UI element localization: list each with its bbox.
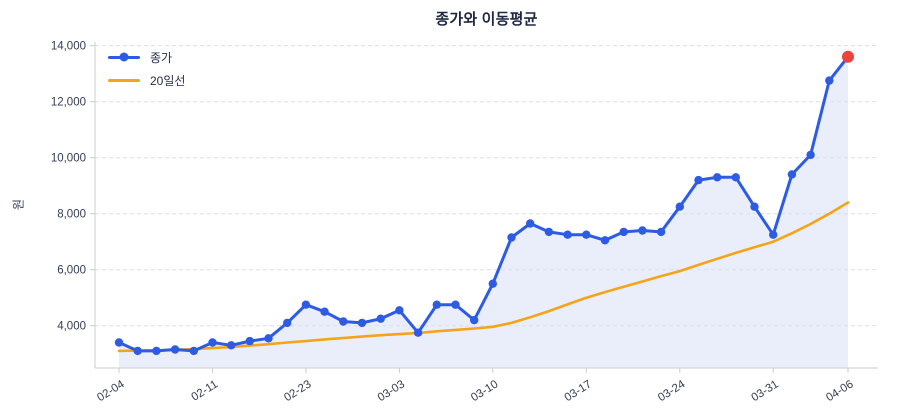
y-tick-label: 10,000 (51, 153, 86, 165)
x-tick-label: 03-17 (563, 378, 594, 404)
ma-line (117, 201, 850, 353)
y-tick-label: 4,000 (57, 321, 86, 333)
x-tick-label: 03-03 (376, 378, 407, 404)
close-marker (451, 300, 460, 309)
close-marker (582, 230, 591, 239)
close-marker (526, 219, 535, 228)
close-marker (114, 338, 124, 347)
close-marker (787, 170, 797, 179)
x-tick-label: 03-24 (656, 378, 688, 404)
close-marker (170, 345, 180, 354)
close-marker (133, 346, 142, 356)
close-marker (656, 227, 666, 237)
x-tick-label: 02-23 (282, 378, 313, 404)
close-marker (638, 226, 647, 235)
close-marker (264, 334, 273, 343)
close-marker (152, 346, 161, 356)
close-marker (806, 150, 815, 160)
close-line (117, 55, 850, 353)
close-marker (713, 173, 722, 182)
close-marker (825, 76, 834, 85)
close-line-swatch (108, 52, 140, 62)
close-marker (208, 338, 217, 347)
close-marker (227, 341, 236, 350)
close-area-fill (119, 56, 848, 369)
legend: 종가 20일선 (108, 50, 186, 88)
ma-line-swatch (108, 78, 140, 82)
close-marker (507, 233, 516, 242)
legend-label-close: 종가 (150, 50, 173, 65)
y-tick-label: 6,000 (57, 265, 86, 277)
close-marker (694, 175, 703, 185)
close-marker (731, 173, 740, 182)
x-tick-label: 02-11 (190, 378, 221, 403)
close-marker-icon (119, 52, 129, 62)
legend-item-close: 종가 (108, 50, 185, 65)
close-marker (376, 314, 385, 323)
x-tick-label: 02-04 (95, 378, 127, 404)
close-marker (470, 315, 479, 325)
y-tick-label: 8,000 (57, 209, 86, 221)
chart-title: 종가와 이동평균 (435, 11, 538, 28)
close-marker (283, 318, 292, 328)
y-tick-label: 12,000 (51, 97, 86, 109)
close-marker (619, 227, 628, 237)
close-marker (413, 328, 423, 337)
close-marker (750, 202, 759, 211)
close-marker (675, 202, 684, 211)
close-marker (488, 279, 497, 288)
close-marker (395, 306, 404, 315)
x-tick-label: 04-06 (824, 378, 855, 404)
legend-label-ma: 20일선 (150, 73, 186, 88)
close-marker (301, 300, 311, 309)
close-marker (339, 317, 348, 326)
legend-item-ma: 20일선 (108, 73, 186, 88)
close-marker (600, 236, 610, 245)
close-marker (769, 230, 778, 239)
close-marker (563, 230, 572, 239)
x-tick-label: 03-31 (749, 378, 780, 404)
close-marker (432, 300, 441, 309)
close-marker (320, 307, 329, 316)
close-marker (544, 227, 554, 237)
close-marker (357, 318, 367, 328)
y-tick-label: 14,000 (51, 41, 86, 53)
close-marker (245, 336, 254, 346)
last-point-marker (842, 50, 854, 63)
close-marker (189, 346, 198, 356)
x-tick-label: 03-10 (469, 378, 500, 404)
